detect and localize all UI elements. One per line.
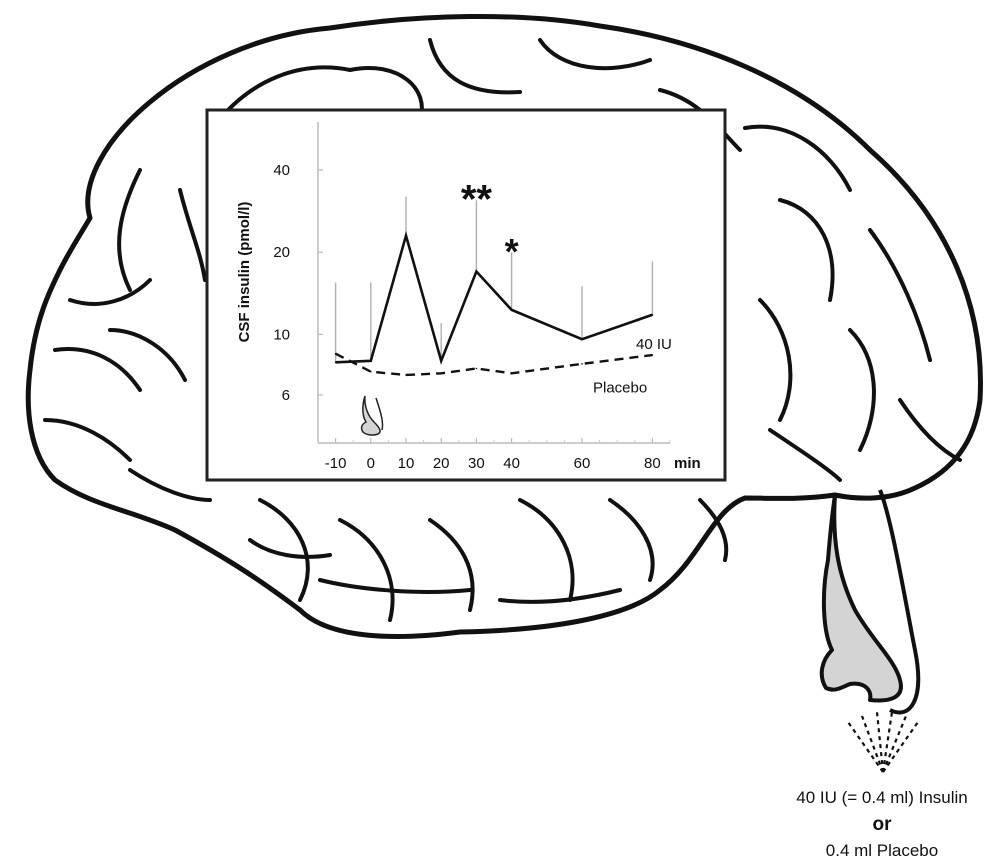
data-point xyxy=(510,309,513,311)
y-tick-label: 10 xyxy=(273,326,290,343)
data-point xyxy=(440,360,443,362)
x-axis-title: min xyxy=(674,455,701,472)
x-tick-label: 20 xyxy=(433,455,450,472)
significance-marker: ** xyxy=(461,177,493,221)
data-point xyxy=(334,352,337,355)
x-tick-label: 40 xyxy=(503,455,520,472)
annotations: *** xyxy=(461,177,519,272)
x-ticks: -10 0 10 20 30 40 60 80 xyxy=(317,438,671,472)
data-point xyxy=(581,338,583,341)
administration-nose-icon xyxy=(360,395,384,436)
x-tick-label: 0 xyxy=(367,455,375,472)
x-tick-label: 10 xyxy=(398,455,415,472)
nose-icon xyxy=(819,489,921,715)
data-point xyxy=(581,363,583,365)
series-label-placebo: Placebo xyxy=(593,379,647,396)
data-point xyxy=(475,270,478,273)
chart: CSF insulin (pmol/l) min -10 0 10 20 30 40 60 8… xyxy=(236,122,701,472)
series-label-insulin: 40 IU xyxy=(636,336,672,353)
y-tick-label: 6 xyxy=(282,387,290,404)
x-tick-label: 80 xyxy=(644,455,661,472)
series-line-placebo xyxy=(335,352,653,377)
data-point xyxy=(651,313,654,316)
significance-marker: * xyxy=(505,231,519,272)
data-point xyxy=(510,372,513,375)
x-tick-label: -10 xyxy=(325,455,347,472)
data-point xyxy=(440,372,443,375)
data-point xyxy=(475,367,478,370)
x-tick-label: 60 xyxy=(574,455,591,472)
data-point xyxy=(370,370,372,373)
series-lines xyxy=(334,230,654,377)
data-point xyxy=(405,374,407,376)
caption-line-1: 40 IU (= 0.4 ml) Insulin xyxy=(796,788,968,807)
data-point xyxy=(334,361,337,364)
y-tick-label: 40 xyxy=(273,162,290,179)
series-labels: 40 IU Placebo xyxy=(593,336,672,396)
data-point xyxy=(370,360,372,362)
caption-line-2: or xyxy=(873,814,893,835)
error-bars xyxy=(334,196,654,363)
series-line-insulin xyxy=(335,230,653,365)
y-axis-title: CSF insulin (pmol/l) xyxy=(236,202,253,343)
spray-icon xyxy=(847,711,919,773)
y-tick-label: 20 xyxy=(273,244,290,261)
x-tick-label: 30 xyxy=(468,455,485,472)
data-point xyxy=(651,354,654,356)
data-point xyxy=(405,234,407,237)
y-ticks: 6 10 20 40 xyxy=(273,162,323,404)
caption-line-3: 0.4 ml Placebo xyxy=(826,841,938,860)
